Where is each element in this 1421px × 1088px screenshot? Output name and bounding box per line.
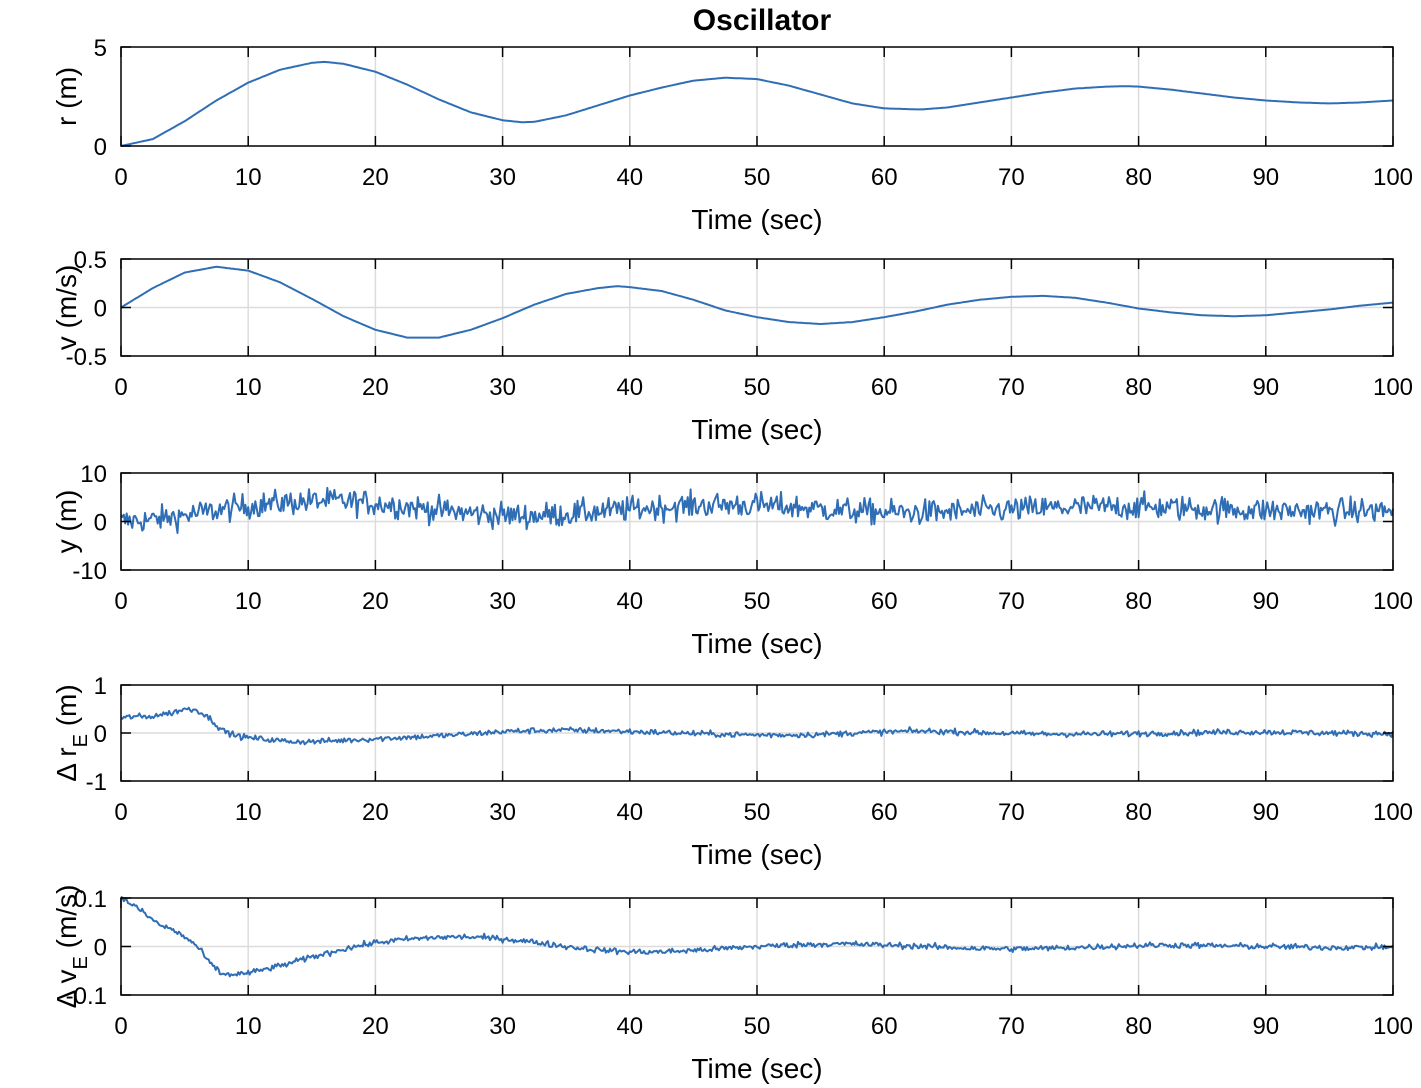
y-tick-label: 0 <box>94 721 107 748</box>
x-tick-label: 0 <box>114 1013 127 1040</box>
x-tick-label: 10 <box>235 799 262 826</box>
panel-4: 0 10 20 30 40 50 60 70 80 90 100 -1 0 1 Time (sec) Δ rE… <box>51 673 1413 870</box>
x-tick-label: 30 <box>489 588 516 615</box>
x-tick-label: 10 <box>235 588 262 615</box>
x-tick-label: 60 <box>871 799 898 826</box>
x-axis-label: Time (sec) <box>691 1053 822 1084</box>
x-tick-label: 50 <box>744 164 771 191</box>
x-tick-label: 10 <box>235 164 262 191</box>
y-tick-label: 1 <box>94 673 107 700</box>
y-tick-label: -0.5 <box>66 344 107 371</box>
y-tick-label: 0 <box>94 134 107 161</box>
x-tick-label: 40 <box>616 374 643 401</box>
x-tick-label: 90 <box>1252 799 1279 826</box>
x-tick-label: 60 <box>871 1013 898 1040</box>
y-axis-label: Δ rE (m) <box>51 684 92 781</box>
x-tick-label: 30 <box>489 374 516 401</box>
x-tick-label: 20 <box>362 164 389 191</box>
x-tick-label: 20 <box>362 799 389 826</box>
x-tick-label: 100 <box>1373 164 1413 191</box>
y-tick-label: -10 <box>72 558 107 585</box>
y-tick-label: 0 <box>94 510 107 537</box>
x-tick-label: 70 <box>998 1013 1025 1040</box>
y-tick-label: 10 <box>80 461 107 488</box>
x-tick-label: 30 <box>489 164 516 191</box>
x-tick-label: 100 <box>1373 799 1413 826</box>
y-tick-label: -0.1 <box>66 983 107 1010</box>
x-tick-label: 60 <box>871 164 898 191</box>
x-tick-label: 20 <box>362 588 389 615</box>
x-tick-label: 70 <box>998 374 1025 401</box>
x-tick-label: 0 <box>114 588 127 615</box>
series-line-r <box>120 60 1394 147</box>
series-line-y <box>120 486 1394 534</box>
x-tick-label: 60 <box>871 588 898 615</box>
x-axis-label: Time (sec) <box>691 204 822 235</box>
y-axis-label: r (m) <box>51 67 82 126</box>
x-tick-label: 50 <box>744 374 771 401</box>
x-tick-label: 20 <box>362 374 389 401</box>
x-tick-label: 80 <box>1125 374 1152 401</box>
x-tick-label: 40 <box>616 1013 643 1040</box>
x-tick-label: 80 <box>1125 164 1152 191</box>
series-line-v <box>120 265 1394 339</box>
x-axis-label: Time (sec) <box>691 628 822 659</box>
x-tick-label: 70 <box>998 164 1025 191</box>
x-tick-label: 70 <box>998 588 1025 615</box>
x-tick-label: 50 <box>744 1013 771 1040</box>
x-tick-label: 10 <box>235 1013 262 1040</box>
x-tick-label: 60 <box>871 374 898 401</box>
panel-1: 0 10 20 30 40 50 60 70 80 90 100 0 5 Time (sec) r (m) <box>51 35 1413 235</box>
x-tick-label: 90 <box>1252 164 1279 191</box>
y-tick-label: 0.1 <box>74 886 107 913</box>
y-tick-label: -1 <box>86 769 107 796</box>
x-tick-label: 40 <box>616 588 643 615</box>
y-tick-label: 0 <box>94 296 107 323</box>
x-tick-label: 30 <box>489 799 516 826</box>
y-axis-label: y (m) <box>51 490 82 554</box>
x-tick-label: 40 <box>616 799 643 826</box>
x-axis-label: Time (sec) <box>691 839 822 870</box>
x-tick-label: 80 <box>1125 1013 1152 1040</box>
y-tick-label: 5 <box>94 35 107 62</box>
y-tick-label: 0.5 <box>74 247 107 274</box>
panel-5: 0 10 20 30 40 50 60 70 80 90 100 -0.1 0 0.1 Time (sec)… <box>51 885 1413 1084</box>
x-tick-label: 20 <box>362 1013 389 1040</box>
x-tick-label: 80 <box>1125 799 1152 826</box>
x-tick-label: 100 <box>1373 374 1413 401</box>
x-tick-label: 80 <box>1125 588 1152 615</box>
x-axis-label: Time (sec) <box>691 414 822 445</box>
x-tick-label: 50 <box>744 799 771 826</box>
x-tick-label: 100 <box>1373 588 1413 615</box>
x-tick-label: 0 <box>114 164 127 191</box>
y-axis-label: Δ vE (m/s) <box>51 885 92 1009</box>
x-tick-label: 90 <box>1252 588 1279 615</box>
x-tick-label: 0 <box>114 799 127 826</box>
x-tick-label: 40 <box>616 164 643 191</box>
x-tick-label: 10 <box>235 374 262 401</box>
x-tick-label: 70 <box>998 799 1025 826</box>
series-line-delta-v_E <box>120 895 1394 978</box>
panel-2: 0 10 20 30 40 50 60 70 80 90 100 -0.5 0 0.5 Time (sec)… <box>51 247 1413 445</box>
x-tick-label: 90 <box>1252 374 1279 401</box>
x-tick-label: 0 <box>114 374 127 401</box>
x-tick-label: 50 <box>744 588 771 615</box>
x-tick-label: 100 <box>1373 1013 1413 1040</box>
panel-3: 0 10 20 30 40 50 60 70 80 90 100 -10 0 10 Time (sec) y … <box>51 461 1413 659</box>
x-tick-label: 30 <box>489 1013 516 1040</box>
x-tick-label: 90 <box>1252 1013 1279 1040</box>
y-axis-label: v (m/s) <box>51 265 82 351</box>
series-line-delta-r_E <box>120 706 1394 746</box>
y-tick-label: 0 <box>94 935 107 962</box>
chart-title: Oscillator <box>693 4 832 37</box>
